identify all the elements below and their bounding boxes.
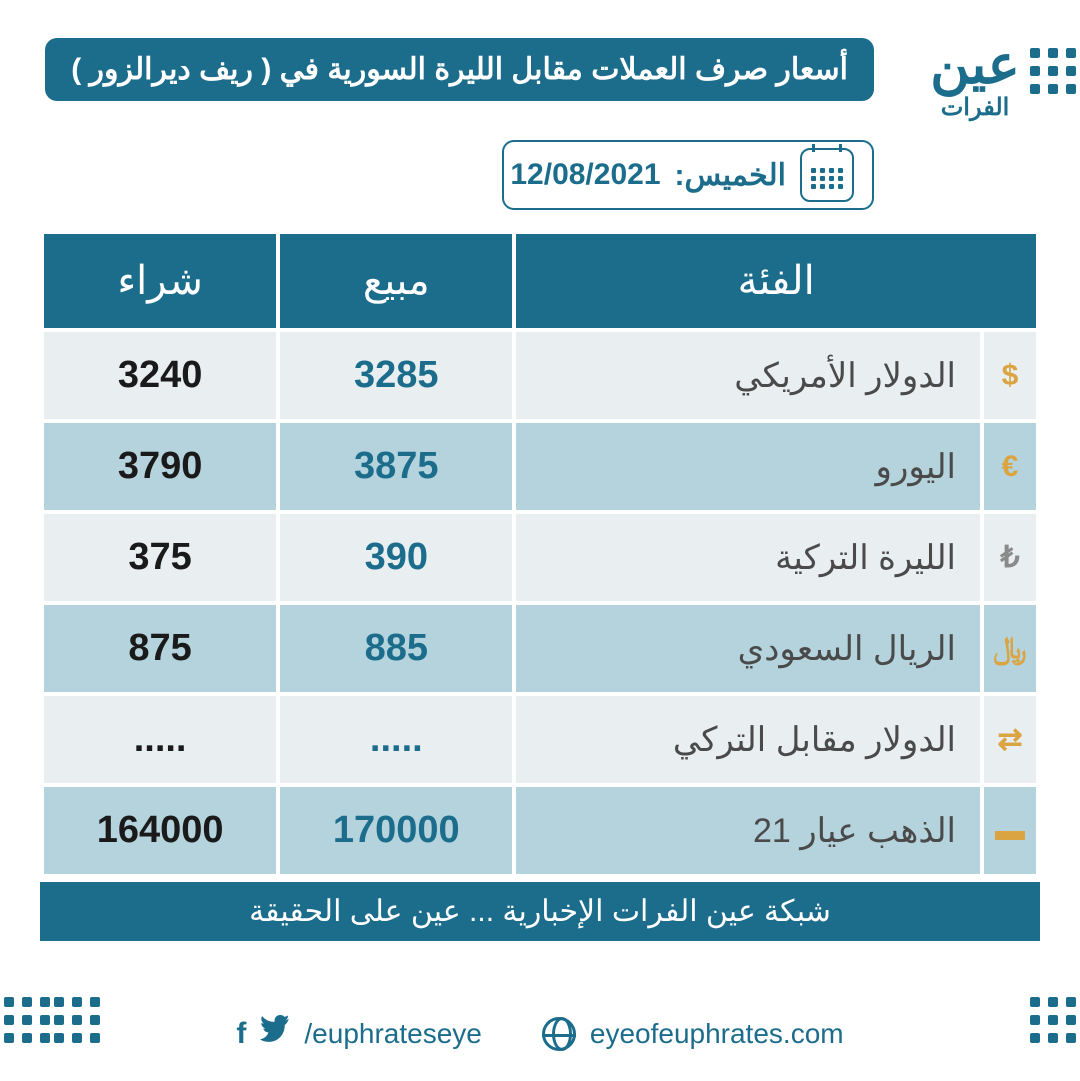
sell-value: 3285 <box>280 332 512 419</box>
table-row: €اليورو38753790 <box>44 423 1036 510</box>
website-link[interactable]: eyeofeuphrates.com <box>542 1017 844 1051</box>
currency-icon: $ <box>984 332 1036 419</box>
sell-value: 390 <box>280 514 512 601</box>
facebook-icon: f <box>236 1017 246 1051</box>
col-sell: مبيع <box>280 234 512 328</box>
col-category: الفئة <box>516 234 1036 328</box>
currency-icon: € <box>984 423 1036 510</box>
buy-value: 3240 <box>44 332 276 419</box>
buy-value: 375 <box>44 514 276 601</box>
brand-line1: عين <box>910 38 1040 92</box>
currency-label: الدولار الأمريكي <box>516 332 980 419</box>
currency-label: اليورو <box>516 423 980 510</box>
brand-line2: الفرات <box>910 96 1040 120</box>
buy-value: ..... <box>44 696 276 783</box>
rates-table: الفئة مبيع شراء $الدولار الأمريكي3285324… <box>40 230 1040 878</box>
currency-label: الريال السعودي <box>516 605 980 692</box>
buy-value: 3790 <box>44 423 276 510</box>
twitter-icon <box>260 1015 290 1053</box>
header: عين الفرات أسعار صرف العملات مقابل اللير… <box>200 38 1040 132</box>
table-row: $الدولار الأمريكي32853240 <box>44 332 1036 419</box>
currency-icon: ⇄ <box>984 696 1036 783</box>
brand-logo: عين الفرات <box>910 38 1040 120</box>
footer-links: eyeofeuphrates.com f /euphrateseye <box>0 1015 1080 1053</box>
sell-value: ..... <box>280 696 512 783</box>
social-handle: /euphrateseye <box>304 1018 481 1050</box>
buy-value: 164000 <box>44 787 276 874</box>
currency-icon: ▬ <box>984 787 1036 874</box>
rates-table-wrap: الفئة مبيع شراء $الدولار الأمريكي3285324… <box>40 230 1040 941</box>
calendar-icon <box>800 148 854 202</box>
globe-icon <box>542 1017 576 1051</box>
table-row: ₺الليرة التركية390375 <box>44 514 1036 601</box>
buy-value: 875 <box>44 605 276 692</box>
website-text: eyeofeuphrates.com <box>590 1018 844 1050</box>
date-chip: الخميس: 12/08/2021 <box>502 140 874 210</box>
sell-value: 170000 <box>280 787 512 874</box>
table-row: ﷼الريال السعودي885875 <box>44 605 1036 692</box>
currency-label: الدولار مقابل التركي <box>516 696 980 783</box>
currency-icon: ﷼ <box>984 605 1036 692</box>
day-label: الخميس: <box>675 158 786 193</box>
table-footer: شبكة عين الفرات الإخبارية ... عين على ال… <box>40 882 1040 941</box>
currency-label: الليرة التركية <box>516 514 980 601</box>
currency-icon: ₺ <box>984 514 1036 601</box>
table-row: ⇄الدولار مقابل التركي.......... <box>44 696 1036 783</box>
sell-value: 885 <box>280 605 512 692</box>
table-row: ▬الذهب عيار 21170000164000 <box>44 787 1036 874</box>
social-link[interactable]: f /euphrateseye <box>236 1015 481 1053</box>
sell-value: 3875 <box>280 423 512 510</box>
currency-label: الذهب عيار 21 <box>516 787 980 874</box>
page-title: أسعار صرف العملات مقابل الليرة السورية ف… <box>45 38 874 101</box>
col-buy: شراء <box>44 234 276 328</box>
date-value: 12/08/2021 <box>510 158 660 192</box>
